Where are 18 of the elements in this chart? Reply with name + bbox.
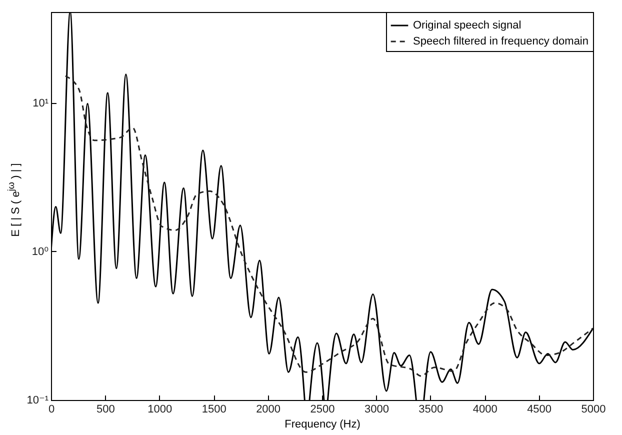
y-tick-label: 10¹	[32, 98, 49, 110]
x-tick-label: 3500	[418, 404, 444, 416]
x-tick-label: 4500	[527, 404, 552, 416]
legend-label: Speech filtered in frequency domain	[413, 36, 588, 48]
x-tick-label: 500	[96, 404, 115, 416]
x-tick-label: 3000	[364, 404, 389, 416]
x-tick-label: 0	[48, 404, 55, 416]
x-tick-label: 1500	[202, 404, 226, 416]
x-tick-label: 4000	[472, 404, 498, 416]
x-tick-label: 2000	[256, 404, 281, 416]
line-series	[64, 75, 593, 377]
x-axis-title: Frequency (Hz)	[284, 418, 360, 430]
x-tick-label: 5000	[581, 404, 606, 416]
x-tick-label: 1000	[148, 404, 172, 416]
legend-label: Original speech signal	[413, 20, 522, 32]
y-tick-label: 10⁰	[32, 246, 50, 258]
x-tick-label: 2500	[310, 404, 335, 416]
y-tick-label: 10⁻¹	[26, 394, 49, 406]
